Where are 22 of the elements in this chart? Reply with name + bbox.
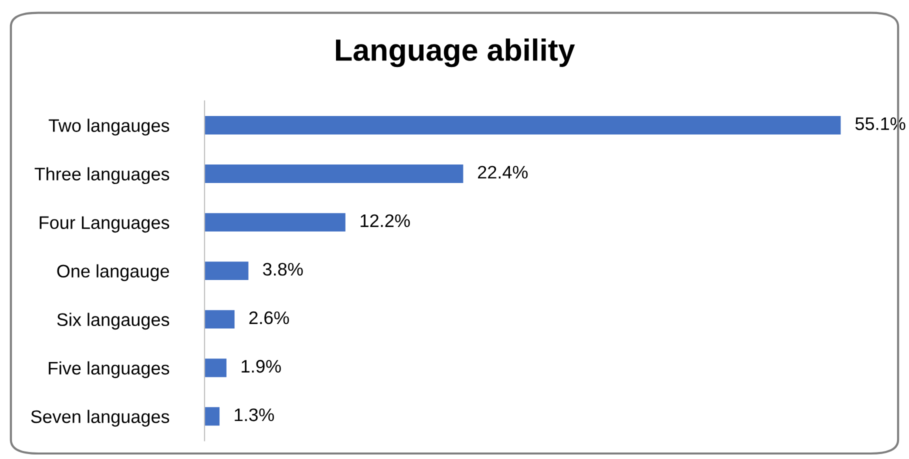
bar bbox=[204, 358, 226, 378]
y-tick-label: Two langauges bbox=[48, 118, 170, 136]
y-tick-label: Four Languages bbox=[40, 216, 170, 233]
data-label: 55.1% bbox=[855, 117, 906, 130]
bar bbox=[204, 310, 235, 329]
chart-title: Language ability bbox=[336, 38, 575, 68]
bar bbox=[204, 164, 464, 183]
bar bbox=[204, 407, 220, 426]
data-label: 3.8% bbox=[262, 262, 303, 276]
data-label: 1.3% bbox=[234, 408, 274, 422]
data-label: 2.6% bbox=[249, 311, 289, 324]
bar bbox=[204, 262, 248, 280]
data-label: 22.4% bbox=[478, 166, 528, 179]
y-tick-label: Six langauges bbox=[57, 312, 170, 330]
bar bbox=[204, 116, 841, 134]
y-tick-label: One langauge bbox=[57, 264, 170, 282]
y-tick-label: Seven languages bbox=[31, 410, 170, 427]
bar bbox=[204, 213, 346, 232]
y-tick-label: Three languages bbox=[34, 167, 170, 184]
data-label: 1.9% bbox=[242, 360, 281, 373]
data-label: 12.2% bbox=[360, 214, 410, 228]
y-tick-label: Five languages bbox=[48, 361, 170, 378]
